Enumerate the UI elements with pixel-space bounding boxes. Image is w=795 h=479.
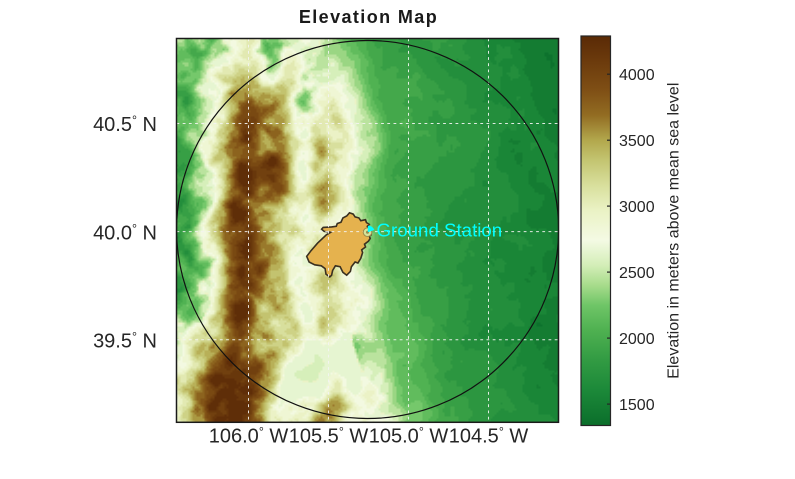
svg-text:40.5° N: 40.5° N xyxy=(93,114,157,137)
svg-text:105.5° W: 105.5° W xyxy=(289,425,369,448)
svg-text:2500: 2500 xyxy=(619,265,655,282)
svg-text:1500: 1500 xyxy=(619,397,655,414)
svg-text:Elevation Map: Elevation Map xyxy=(299,7,438,27)
svg-text:40.0° N: 40.0° N xyxy=(93,222,157,245)
svg-text:39.5° N: 39.5° N xyxy=(93,330,157,353)
svg-text:2000: 2000 xyxy=(619,331,655,348)
svg-text:3000: 3000 xyxy=(619,199,655,216)
svg-text:3500: 3500 xyxy=(619,133,655,150)
svg-text:106.0° W: 106.0° W xyxy=(209,425,289,448)
svg-text:Elevation in meters above mean: Elevation in meters above mean sea level xyxy=(666,83,683,379)
svg-text:4000: 4000 xyxy=(619,67,655,84)
svg-text:Ground Station: Ground Station xyxy=(377,219,503,240)
svg-text:104.5° W: 104.5° W xyxy=(449,425,529,448)
svg-text:105.0° W: 105.0° W xyxy=(369,425,449,448)
